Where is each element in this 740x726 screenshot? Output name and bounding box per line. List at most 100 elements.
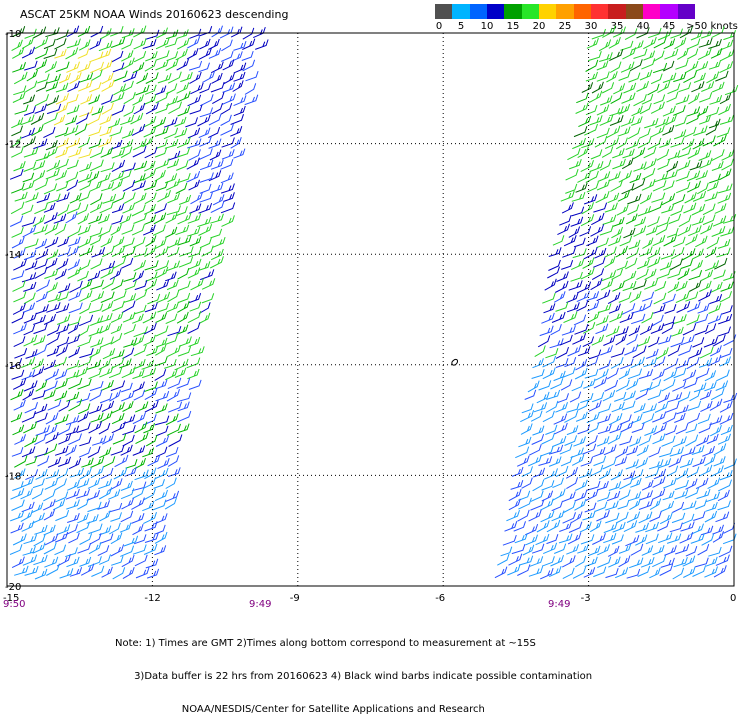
wind-barb [570,216,584,227]
wind-barb [86,490,100,501]
wind-barb [718,103,731,116]
wind-barb [86,113,102,126]
wind-barb [597,171,611,182]
wind-barb [66,61,80,73]
wind-barb [91,105,104,116]
wind-barb [588,90,603,104]
wind-barb [717,192,732,204]
wind-barb [78,80,93,92]
wind-barb [189,203,202,214]
wind-barb [635,387,649,400]
wind-barb [529,556,544,567]
wind-barb [212,92,225,105]
wind-barb [531,369,545,379]
wind-barb [610,469,623,481]
wind-barb [566,292,579,304]
wind-barb [87,446,101,458]
wind-barb [167,71,182,84]
wind-barb [641,545,654,556]
wind-barb [555,346,569,359]
wind-barb [164,37,178,48]
wind-barb [166,96,178,107]
wind-barb [598,468,611,480]
wind-barb [23,281,37,292]
wind-barb [123,293,137,303]
wind-barb [89,403,103,415]
wind-barb [667,344,681,357]
wind-barb [586,181,599,193]
wind-barb [99,447,112,459]
wind-barb [120,510,134,523]
wind-barb [154,85,167,96]
wind-barb [176,324,189,335]
wind-barb [695,235,708,248]
wind-barb [210,228,223,239]
wind-barb [43,126,56,139]
wind-barb [639,69,653,81]
wind-barb [155,158,170,170]
wind-barb [133,247,148,258]
wind-barb [133,160,148,171]
wind-barb [103,456,116,468]
wind-barb [221,215,235,227]
wind-barb [190,82,204,95]
wind-barb [599,225,614,236]
wind-barb [564,435,578,446]
wind-barb [686,106,701,117]
wind-barb [702,135,716,147]
wind-barb [113,83,126,96]
wind-barb [559,334,573,346]
wind-barb [582,510,596,521]
wind-barb [638,369,654,380]
wind-barb [25,469,39,481]
wind-barb [120,480,133,491]
wind-barb [132,445,146,456]
wind-barb [163,117,178,128]
wind-barb [693,511,706,521]
wind-barb [660,249,675,260]
wind-barb [154,369,167,381]
wind-barb [13,399,26,411]
wind-barb [610,92,623,105]
wind-barb [90,258,103,270]
wind-barb [702,203,716,216]
wind-barb [244,94,259,106]
wind-barb [631,313,646,325]
wind-barb [46,346,60,357]
wind-barb [605,512,620,524]
wind-barb [123,324,136,335]
wind-barb [626,247,640,260]
wind-barb [711,161,724,171]
wind-barb [667,150,681,161]
wind-barb [255,39,269,50]
wind-barb [77,512,89,524]
wind-barb [132,313,144,324]
wind-barb [89,146,104,159]
wind-barb [584,502,597,513]
wind-barb [603,335,616,346]
wind-barb [698,422,712,434]
wind-barb [594,368,609,381]
wind-barb [567,345,582,357]
wind-barb [22,545,36,556]
wind-barb [521,477,533,489]
wind-barb [14,565,29,576]
wind-barb [629,436,642,447]
wind-barb [100,379,114,392]
wind-barb [89,234,102,246]
wind-barb [168,434,183,447]
wind-barb [676,467,689,480]
wind-barb [155,325,169,337]
wind-barb [683,126,697,138]
wind-barb [665,114,677,126]
wind-barb [65,47,79,60]
wind-barb [685,423,698,434]
wind-barb [223,192,235,202]
wind-barb [110,37,126,48]
wind-barb [177,268,190,280]
wind-barb [695,170,708,181]
wind-barb [174,128,188,138]
wind-barb [582,257,595,269]
wind-barb [685,234,698,246]
wind-barb [669,258,683,271]
